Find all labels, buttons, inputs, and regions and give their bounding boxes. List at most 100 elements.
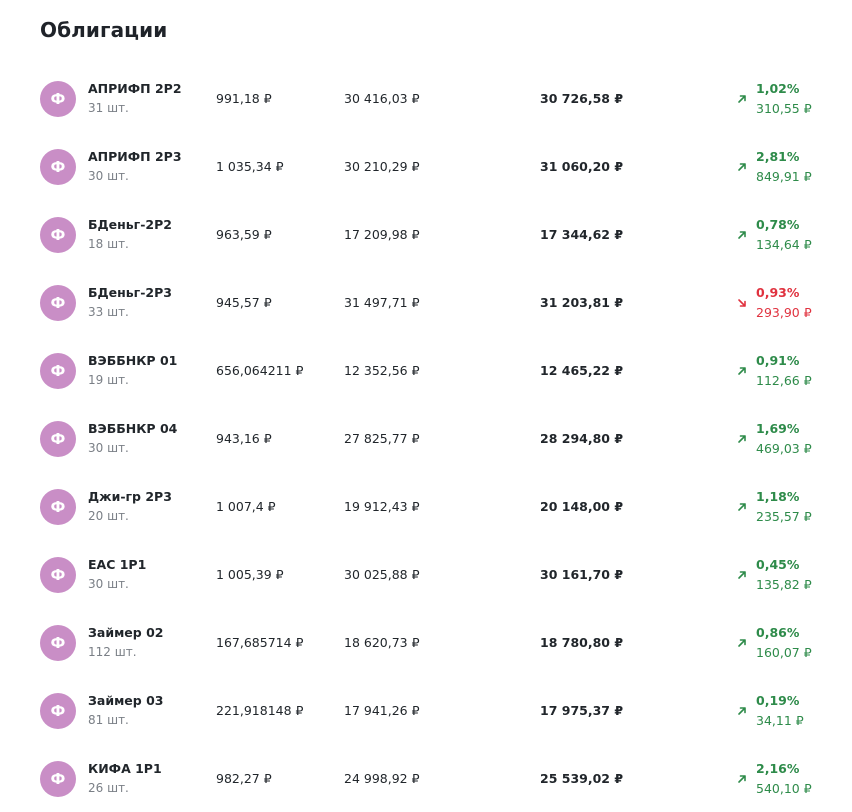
bond-row-5[interactable]: Ф ВЭББНКР 01 19 шт. 656,064211 ₽ 12 352,…: [0, 336, 852, 404]
bond-value: 20 148,00 ₽: [540, 499, 624, 514]
bond-name: ВЭББНКР 01: [88, 353, 178, 368]
bond-change-amount: 135,82 ₽: [756, 577, 812, 592]
trend-arrow-path: [738, 231, 746, 239]
bond-name: Джи-гр 2Р3: [88, 489, 172, 504]
bond-price: 167,685714 ₽: [216, 635, 304, 650]
bond-quantity: 26 шт.: [88, 781, 129, 795]
bond-invested: 30 210,29 ₽: [344, 159, 420, 174]
bond-change-amount: 849,91 ₽: [756, 169, 812, 184]
bond-change-percent: 0,91%: [756, 353, 800, 368]
bond-price: 656,064211 ₽: [216, 363, 304, 378]
page-title: Облигации: [40, 18, 168, 42]
arrow-up-right-icon: [738, 503, 746, 511]
bond-avatar: Ф: [40, 625, 76, 661]
bond-change-amount: 540,10 ₽: [756, 781, 812, 796]
arrow-up-right-icon: [738, 571, 746, 579]
bond-change-amount: 134,64 ₽: [756, 237, 812, 252]
bond-invested: 12 352,56 ₽: [344, 363, 420, 378]
bond-price: 991,18 ₽: [216, 91, 272, 106]
bond-value: 18 780,80 ₽: [540, 635, 624, 650]
bond-row-6[interactable]: Ф ВЭББНКР 04 30 шт. 943,16 ₽ 27 825,77 ₽…: [0, 404, 852, 472]
bond-quantity: 19 шт.: [88, 373, 129, 387]
bond-name: АПРИФП 2Р3: [88, 149, 182, 164]
arrow-down-right-icon: [738, 299, 746, 307]
bond-row-4[interactable]: Ф БДеньг-2Р3 33 шт. 945,57 ₽ 31 497,71 ₽…: [0, 268, 852, 336]
bond-change-percent: 0,78%: [756, 217, 800, 232]
bond-price: 945,57 ₽: [216, 295, 272, 310]
bond-quantity: 31 шт.: [88, 101, 129, 115]
bond-change-percent: 1,18%: [756, 489, 800, 504]
bond-quantity: 20 шт.: [88, 509, 129, 523]
bond-quantity: 18 шт.: [88, 237, 129, 251]
bond-price: 982,27 ₽: [216, 771, 272, 786]
arrow-up-right-icon: [738, 367, 746, 375]
bond-price: 963,59 ₽: [216, 227, 272, 242]
bond-change-amount: 310,55 ₽: [756, 101, 812, 116]
bond-row-8[interactable]: Ф ЕАС 1Р1 30 шт. 1 005,39 ₽ 30 025,88 ₽ …: [0, 540, 852, 608]
bond-quantity: 112 шт.: [88, 645, 137, 659]
bond-change-percent: 0,86%: [756, 625, 800, 640]
bond-value: 31 203,81 ₽: [540, 295, 624, 310]
arrow-up-right-icon: [738, 707, 746, 715]
bond-name: Займер 02: [88, 625, 164, 640]
trend-arrow-path: [738, 299, 746, 307]
bond-quantity: 81 шт.: [88, 713, 129, 727]
bond-name: АПРИФП 2Р2: [88, 81, 182, 96]
bond-change-percent: 1,02%: [756, 81, 800, 96]
bond-value: 17 975,37 ₽: [540, 703, 624, 718]
bond-row-11[interactable]: Ф КИФА 1Р1 26 шт. 982,27 ₽ 24 998,92 ₽ 2…: [0, 744, 852, 812]
trend-arrow-path: [738, 707, 746, 715]
bond-row-1[interactable]: Ф АПРИФП 2Р2 31 шт. 991,18 ₽ 30 416,03 ₽…: [0, 64, 852, 132]
bond-avatar: Ф: [40, 693, 76, 729]
bond-value: 30 161,70 ₽: [540, 567, 624, 582]
bond-invested: 30 025,88 ₽: [344, 567, 420, 582]
bond-invested: 19 912,43 ₽: [344, 499, 420, 514]
bond-value: 17 344,62 ₽: [540, 227, 624, 242]
arrow-up-right-icon: [738, 231, 746, 239]
bond-invested: 18 620,73 ₽: [344, 635, 420, 650]
bond-invested: 17 941,26 ₽: [344, 703, 420, 718]
bond-name: Займер 03: [88, 693, 164, 708]
bond-avatar: Ф: [40, 149, 76, 185]
bond-row-7[interactable]: Ф Джи-гр 2Р3 20 шт. 1 007,4 ₽ 19 912,43 …: [0, 472, 852, 540]
bond-name: ЕАС 1Р1: [88, 557, 147, 572]
bond-price: 1 005,39 ₽: [216, 567, 284, 582]
bond-name: КИФА 1Р1: [88, 761, 162, 776]
trend-arrow-path: [738, 367, 746, 375]
arrow-up-right-icon: [738, 95, 746, 103]
bond-row-2[interactable]: Ф АПРИФП 2Р3 30 шт. 1 035,34 ₽ 30 210,29…: [0, 132, 852, 200]
bond-quantity: 30 шт.: [88, 577, 129, 591]
arrow-up-right-icon: [738, 639, 746, 647]
bond-avatar: Ф: [40, 489, 76, 525]
bond-change-percent: 0,45%: [756, 557, 800, 572]
bond-change-amount: 112,66 ₽: [756, 373, 812, 388]
bond-value: 25 539,02 ₽: [540, 771, 624, 786]
bond-value: 30 726,58 ₽: [540, 91, 624, 106]
bond-name: БДеньг-2Р2: [88, 217, 172, 232]
bond-price: 943,16 ₽: [216, 431, 272, 446]
bond-invested: 31 497,71 ₽: [344, 295, 420, 310]
bond-change-percent: 1,69%: [756, 421, 800, 436]
bond-price: 221,918148 ₽: [216, 703, 304, 718]
bond-avatar: Ф: [40, 285, 76, 321]
arrow-up-right-icon: [738, 775, 746, 783]
bond-name: ВЭББНКР 04: [88, 421, 178, 436]
bond-avatar: Ф: [40, 353, 76, 389]
trend-arrow-path: [738, 95, 746, 103]
bond-change-amount: 293,90 ₽: [756, 305, 812, 320]
bond-row-9[interactable]: Ф Займер 02 112 шт. 167,685714 ₽ 18 620,…: [0, 608, 852, 676]
bond-row-10[interactable]: Ф Займер 03 81 шт. 221,918148 ₽ 17 941,2…: [0, 676, 852, 744]
bond-invested: 27 825,77 ₽: [344, 431, 420, 446]
bond-invested: 24 998,92 ₽: [344, 771, 420, 786]
bond-value: 28 294,80 ₽: [540, 431, 624, 446]
arrow-up-right-icon: [738, 435, 746, 443]
bond-change-amount: 235,57 ₽: [756, 509, 812, 524]
bond-change-amount: 160,07 ₽: [756, 645, 812, 660]
arrow-up-right-icon: [738, 163, 746, 171]
trend-arrow-path: [738, 775, 746, 783]
bond-avatar: Ф: [40, 421, 76, 457]
trend-arrow-path: [738, 571, 746, 579]
bond-row-3[interactable]: Ф БДеньг-2Р2 18 шт. 963,59 ₽ 17 209,98 ₽…: [0, 200, 852, 268]
trend-arrow-path: [738, 503, 746, 511]
bond-avatar: Ф: [40, 81, 76, 117]
